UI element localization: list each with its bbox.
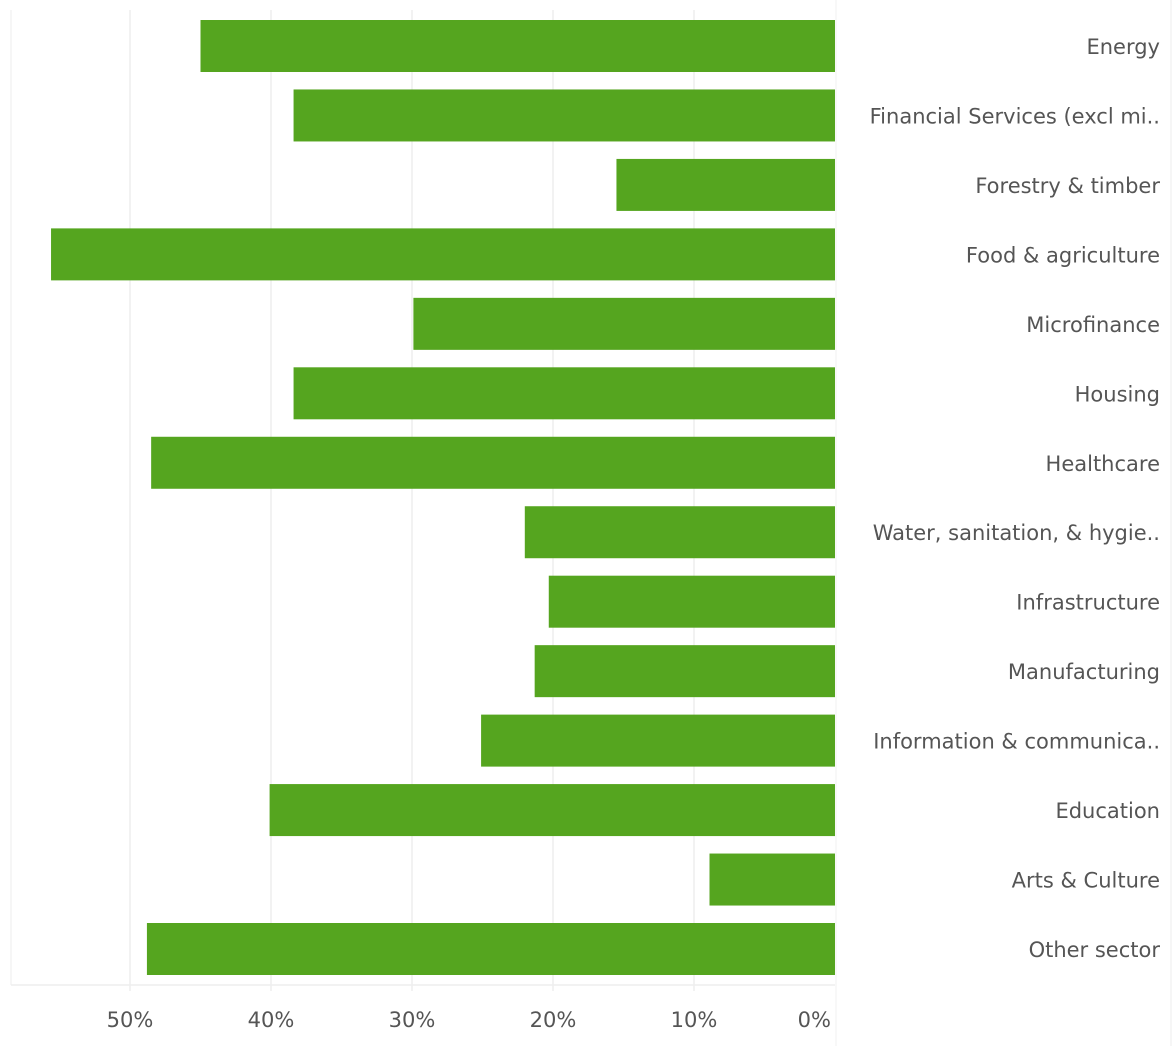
x-tick-label: 0% — [798, 1008, 831, 1032]
bar — [293, 367, 835, 420]
category-label: Infrastructure — [1016, 591, 1160, 615]
bar — [151, 436, 835, 489]
bar — [51, 228, 836, 281]
category-label: Housing — [1075, 382, 1160, 406]
category-label: Manufacturing — [1008, 660, 1160, 684]
category-label: Water, sanitation, & hygie.. — [873, 521, 1160, 545]
category-label: Food & agriculture — [966, 243, 1160, 267]
x-tick-label: 30% — [389, 1008, 436, 1032]
bar — [548, 575, 835, 628]
bar — [709, 853, 835, 906]
category-label: Education — [1055, 799, 1160, 823]
bar — [269, 784, 836, 837]
x-tick-label: 50% — [107, 1008, 154, 1032]
bar — [524, 506, 835, 559]
bar — [146, 923, 836, 975]
category-label: Arts & Culture — [1012, 869, 1160, 893]
category-label: Other sector — [1029, 938, 1161, 962]
category-label: Microfinance — [1026, 313, 1160, 337]
category-label: Forestry & timber — [975, 174, 1160, 198]
x-tick-label: 40% — [248, 1008, 295, 1032]
bar — [293, 89, 835, 142]
bar — [200, 20, 835, 72]
bar — [413, 297, 835, 350]
bar — [481, 714, 835, 767]
category-label: Financial Services (excl mi.. — [870, 104, 1160, 128]
x-tick-label: 10% — [671, 1008, 718, 1032]
x-tick-label: 20% — [530, 1008, 577, 1032]
category-label: Energy — [1086, 35, 1160, 59]
category-label: Healthcare — [1046, 452, 1160, 476]
bar — [616, 158, 835, 211]
bar — [534, 645, 835, 698]
category-label: Information & communica.. — [873, 730, 1160, 754]
